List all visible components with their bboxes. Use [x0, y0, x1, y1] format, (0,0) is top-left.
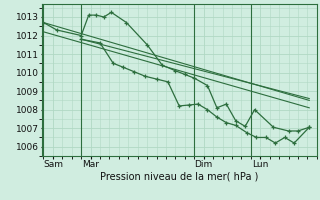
X-axis label: Pression niveau de la mer( hPa ): Pression niveau de la mer( hPa ) [100, 172, 258, 182]
